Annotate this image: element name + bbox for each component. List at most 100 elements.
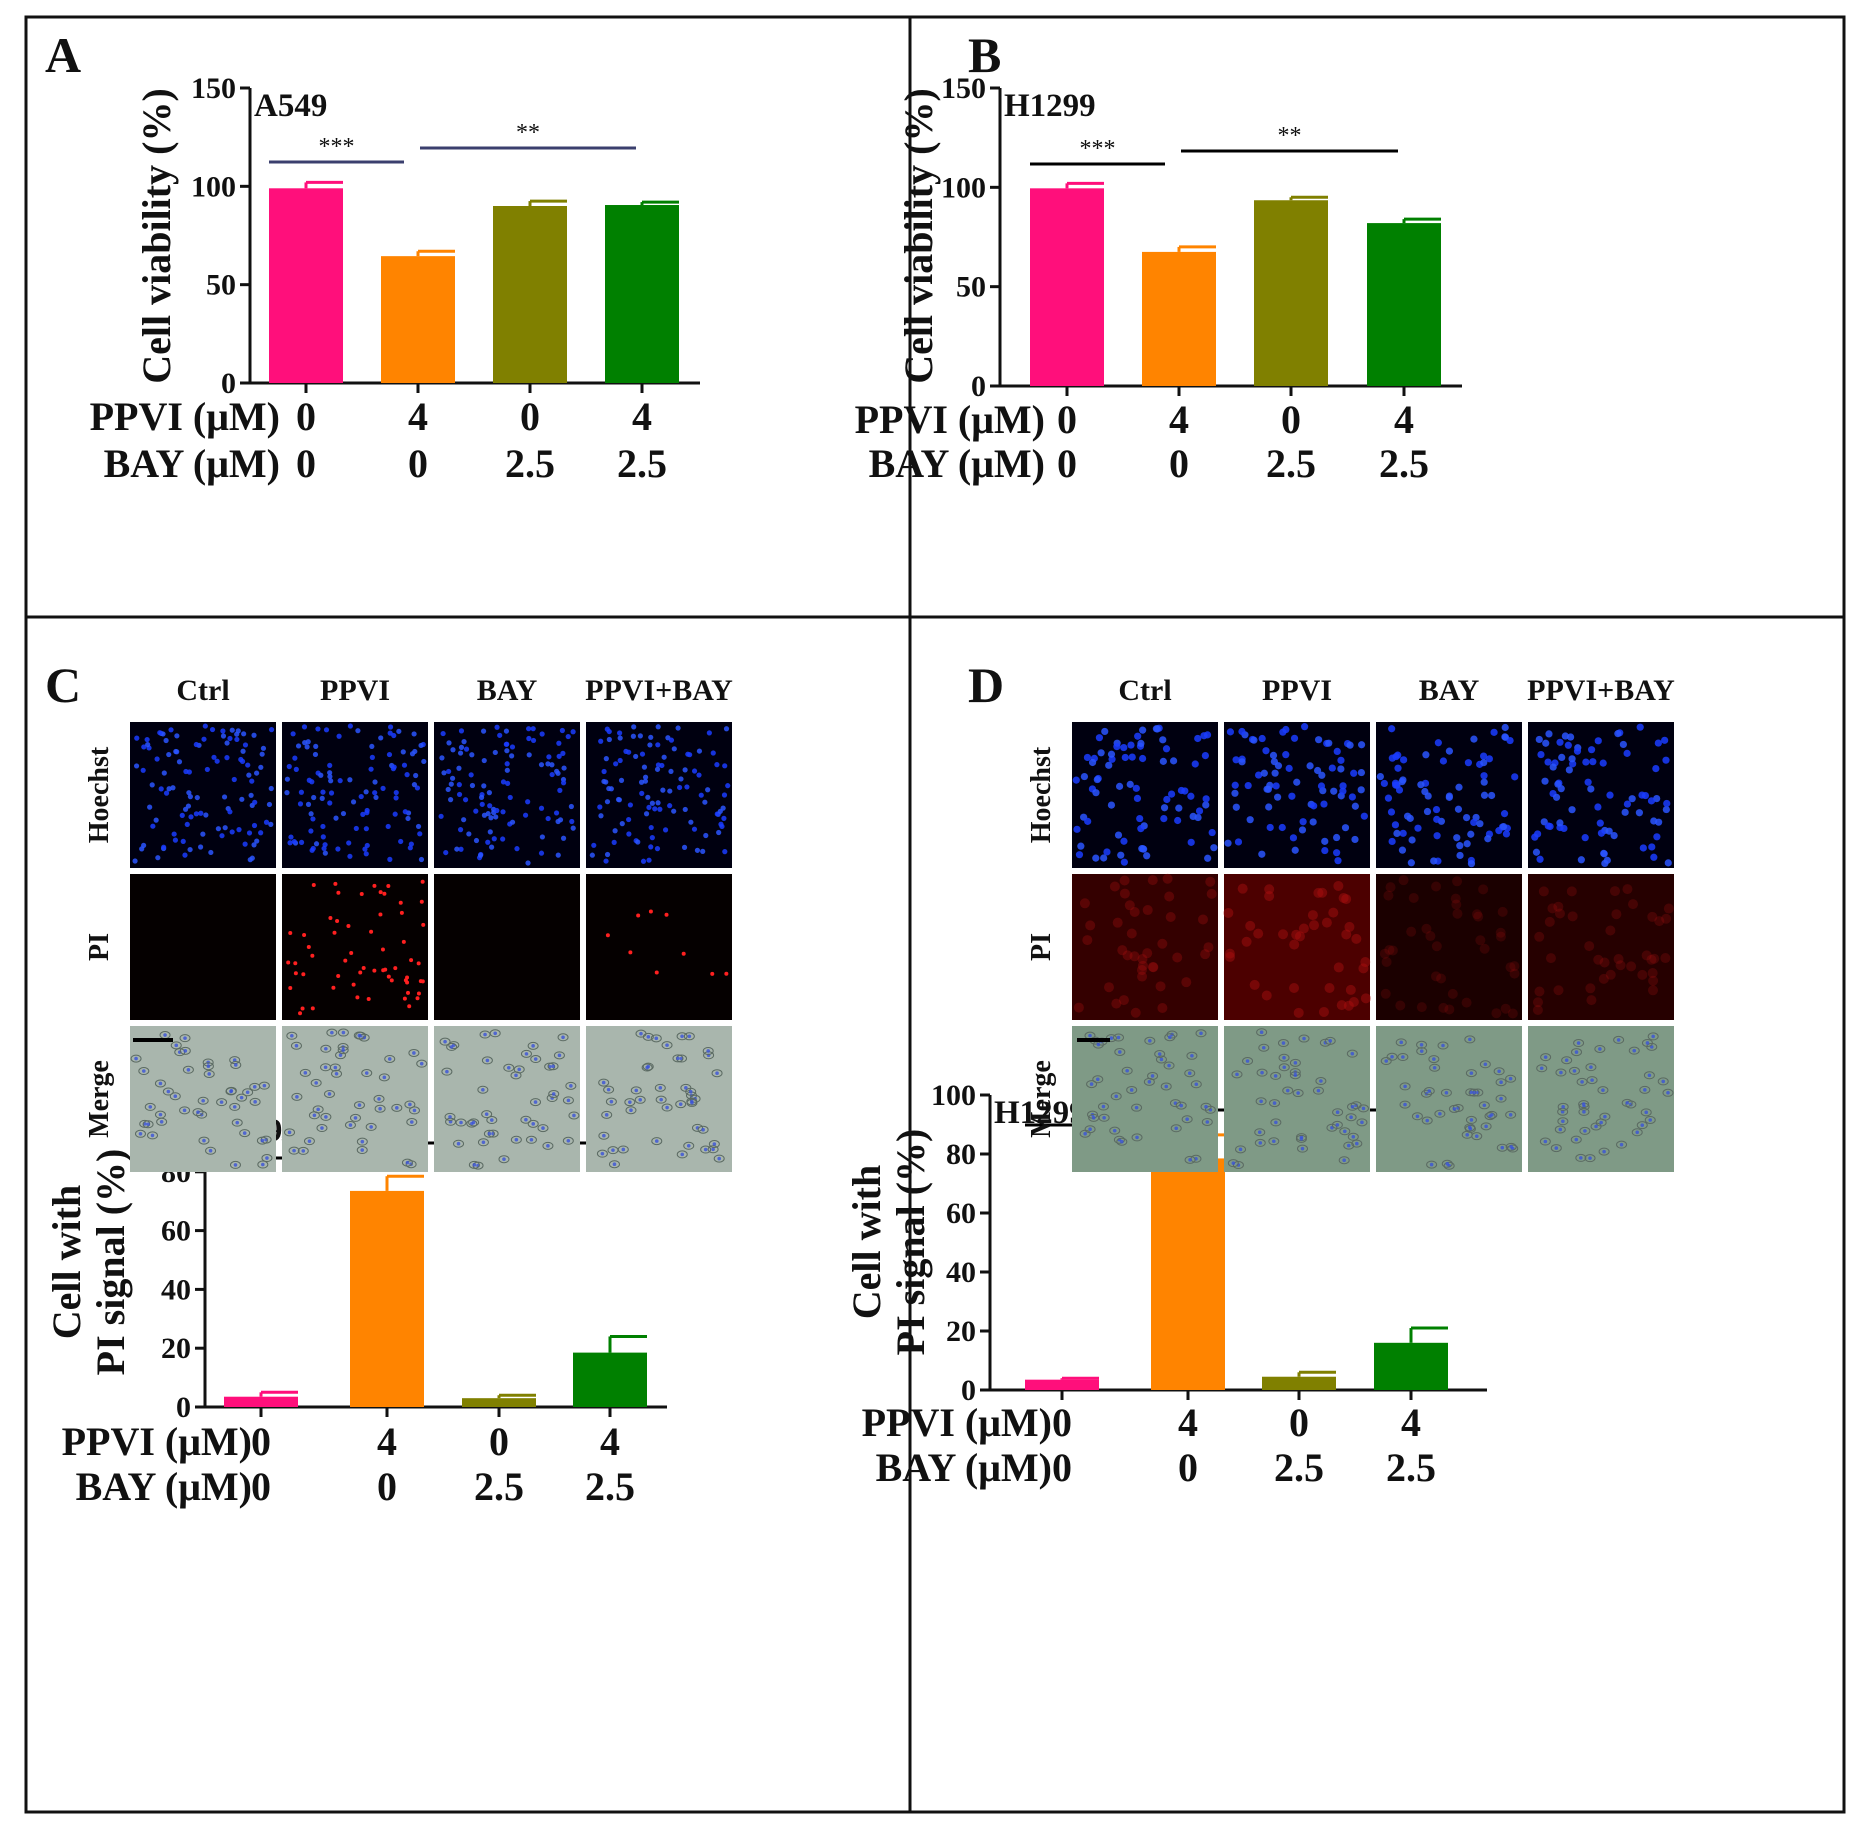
cell-outline [708,1140,720,1149]
microscopy-image [586,722,732,868]
nucleus [1259,1030,1264,1035]
cell-outline [1343,1141,1355,1150]
nucleus [1189,812,1197,821]
nucleus [1407,859,1415,867]
nucleus [1636,723,1644,731]
nucleus [1594,803,1602,811]
cell-outline [1200,1102,1212,1111]
nucleus [312,751,319,758]
nucleus [706,730,712,736]
nucleus [685,751,691,757]
cell-outline [1297,1144,1309,1153]
nucleus [286,763,292,770]
nucleus [722,849,728,855]
nucleus [1501,723,1509,732]
nucleus [1484,835,1492,843]
nucleus [551,1064,555,1069]
nucleus [333,1065,338,1070]
ppvi-row-label: PPVI (μM) [862,1400,1052,1445]
cell-outline [1254,1138,1266,1147]
nucleus [1114,1094,1119,1099]
nucleus [1561,1105,1565,1109]
bar [381,256,455,383]
nucleus [1559,1070,1563,1075]
nucleus [242,841,248,847]
pi-signal [378,912,383,917]
nucleus [408,1102,412,1107]
nucleus [560,750,566,756]
pi-signal [1566,886,1577,897]
cell-outline [520,1115,532,1124]
nucleus [386,751,393,758]
nucleus [612,828,618,834]
nucleus [382,1075,387,1080]
nucleus [1075,851,1084,859]
pi-signal [398,900,403,905]
ppvi-value: 4 [600,1419,620,1464]
nucleus [1208,828,1216,837]
pi-signal [1147,875,1158,886]
nucleus [509,819,516,825]
nucleus [1129,1088,1134,1092]
nucleus [719,823,725,830]
nucleus [387,730,393,736]
nucleus [198,810,204,816]
pi-signal [1478,884,1489,895]
nucleus [158,786,164,792]
nucleus [290,1033,294,1038]
cell-outline [1571,1048,1583,1057]
nucleus [1465,1132,1470,1137]
nucleus [251,842,257,848]
nucleus [556,753,562,759]
pi-signal [1103,982,1114,993]
nucleus [360,811,366,817]
cell-outline [1270,1071,1282,1080]
cell-outline [483,1129,495,1138]
cell-outline [291,1092,303,1101]
nucleus [504,767,510,773]
cell-outline [697,1125,709,1134]
microscopy-row-label: PI [1026,933,1057,961]
nucleus [473,808,479,814]
bay-value: 0 [251,1464,271,1509]
cell-outline [1184,1069,1196,1078]
panel-letter-c: C [45,657,81,713]
microscopy-image [1223,874,1371,1020]
cell-outline [1278,1053,1290,1062]
nucleus [193,811,199,817]
nucleus [1342,1158,1346,1163]
nucleus [1581,834,1589,842]
cell-outline [229,1160,241,1169]
nucleus [1285,764,1293,772]
microscopy-column-label: BAY [1419,674,1480,707]
nucleus [1360,812,1368,820]
nucleus [546,1144,550,1148]
pi-signal [1223,907,1234,918]
cell-outline [196,1110,208,1119]
nucleus [504,748,510,754]
nucleus [313,841,320,847]
nucleus [1120,837,1128,845]
nucleus [561,1035,565,1040]
pi-signal [1545,953,1556,964]
pi-signal [351,982,356,987]
cell-outline [1332,1108,1344,1117]
nucleus [1483,1062,1488,1067]
nucleus [141,744,147,750]
nucleus [1188,1158,1192,1162]
nucleus [1599,759,1607,767]
nucleus [642,774,649,780]
nucleus [234,736,240,743]
pi-signal [1129,951,1140,962]
cell-outline [1256,1068,1268,1077]
cell-outline [1585,1063,1597,1072]
bay-row-label: BAY (μM) [104,441,280,486]
pi-signal [420,879,425,884]
nucleus [1403,812,1412,820]
nucleus [1568,755,1576,763]
nucleus [497,732,503,738]
nucleus [395,1106,399,1110]
nucleus [313,743,319,750]
nucleus [1159,1057,1164,1062]
ppvi-value: 4 [1394,397,1414,442]
